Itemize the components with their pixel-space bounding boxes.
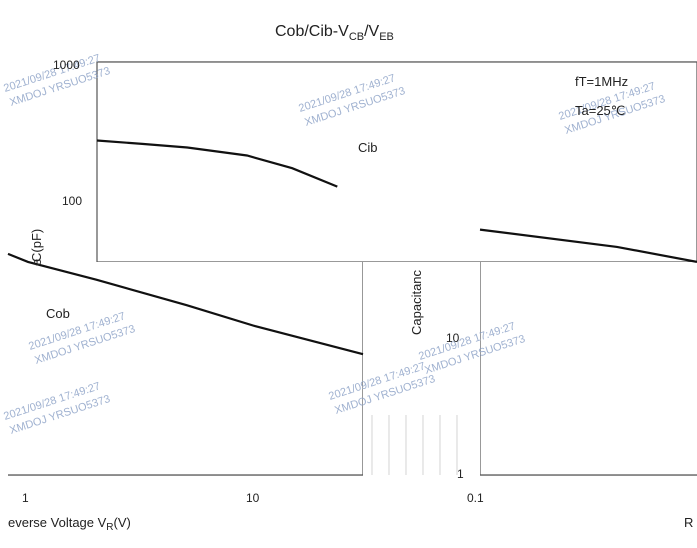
tick-label-1: 1 [457, 467, 464, 481]
temperature-annotation: Ta=25℃ [575, 103, 625, 118]
chart-title: Cob/Cib-VCB/VEB [275, 23, 394, 43]
series-line-cob [7, 252, 364, 356]
left-panel-bg [8, 262, 363, 475]
xtick-label-0-1: 0.1 [467, 491, 484, 505]
y-axis-label-capacitance: Capacitanc [409, 269, 424, 335]
xtick-label-10: 10 [246, 491, 260, 505]
panel-frames [8, 61, 697, 476]
tick-label-100: 100 [62, 194, 82, 208]
top-panel-bg [97, 62, 697, 262]
frequency-annotation: fT=1MHz [575, 74, 628, 89]
right-panel-bg [480, 262, 697, 475]
series-line-cib [96, 139, 338, 188]
series-curves [7, 139, 697, 356]
series-line-right [479, 228, 697, 263]
xtick-label-1: 1 [22, 491, 29, 505]
series-label-cob: Cob [46, 306, 70, 321]
middle-gap [363, 262, 480, 475]
series-label-cib: Cib [358, 140, 378, 155]
tick-label-10: 10 [446, 331, 460, 345]
x-axis-label-left: everse Voltage VR(V) [8, 515, 131, 533]
x-axis-label-right-fragment: R [684, 515, 693, 530]
y-axis-label-fragment: e [29, 259, 44, 266]
tick-label-1000: 1000 [53, 58, 80, 72]
y-axis-label-cpf: C(pF) [29, 229, 44, 262]
